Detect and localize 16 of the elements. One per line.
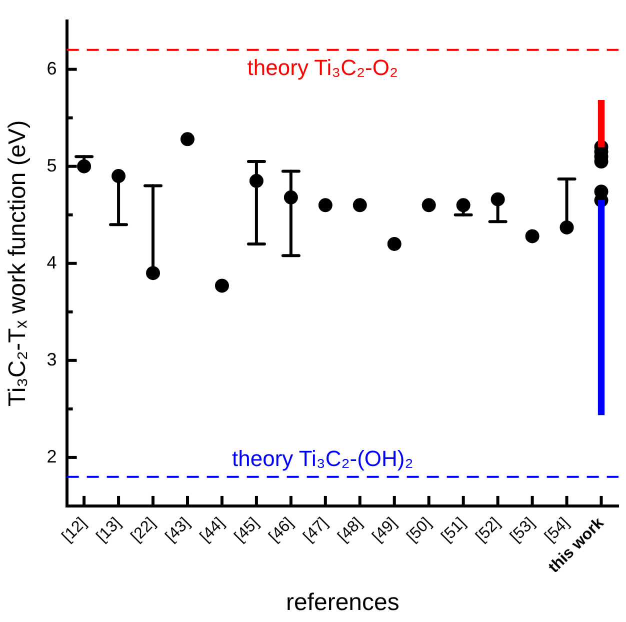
x-axis-title: references xyxy=(286,589,400,616)
y-tick-label: 2 xyxy=(46,446,57,466)
y-tick-label: 5 xyxy=(46,155,57,176)
point xyxy=(352,198,367,212)
point xyxy=(525,229,540,244)
point xyxy=(180,132,194,146)
y-tick-label: 4 xyxy=(46,252,57,272)
point xyxy=(422,198,436,212)
point xyxy=(214,278,229,293)
y-tick-label: 3 xyxy=(46,349,57,370)
point xyxy=(387,236,402,251)
ref-line-label: theory Ti₃C₂-(OH)₂ xyxy=(232,446,414,471)
y-tick-label: 6 xyxy=(46,58,57,78)
ref-line-label: theory Ti₃C₂-O₂ xyxy=(247,54,398,80)
point xyxy=(318,198,332,212)
y-axis-title: Ti₃C₂-Tₓ work function (eV) xyxy=(4,120,32,406)
